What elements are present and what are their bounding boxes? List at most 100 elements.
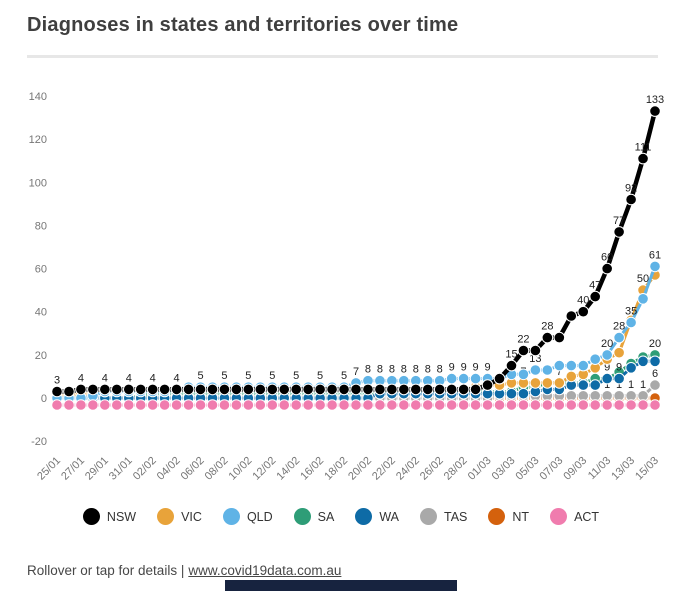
data-point-wa[interactable] [613, 372, 625, 385]
data-point-act[interactable] [374, 399, 386, 411]
data-point-act[interactable] [338, 399, 350, 411]
data-point-qld[interactable] [565, 359, 578, 372]
data-point-act[interactable] [99, 399, 111, 411]
data-point-nsw[interactable] [194, 383, 207, 396]
data-point-qld[interactable] [469, 372, 482, 385]
data-point-act[interactable] [493, 399, 506, 411]
data-point-nsw[interactable] [338, 383, 350, 396]
data-point-nsw[interactable] [290, 383, 303, 396]
data-point-nsw[interactable] [625, 193, 637, 206]
data-point-act[interactable] [398, 399, 410, 411]
data-point-nsw[interactable] [398, 383, 410, 396]
legend-item-wa[interactable]: WA [355, 508, 399, 525]
data-point-vic[interactable] [553, 377, 566, 389]
legend-item-sa[interactable]: SA [293, 508, 334, 525]
data-point-nsw[interactable] [589, 290, 602, 303]
data-point-act[interactable] [601, 399, 613, 411]
data-point-act[interactable] [63, 399, 75, 411]
data-point-act[interactable] [517, 399, 530, 411]
data-point-act[interactable] [457, 399, 470, 411]
data-point-act[interactable] [410, 399, 422, 411]
data-point-act[interactable] [170, 399, 183, 411]
data-point-act[interactable] [51, 399, 63, 411]
data-point-qld[interactable] [553, 359, 566, 372]
data-point-nsw[interactable] [493, 372, 506, 385]
data-point-qld[interactable] [589, 353, 602, 366]
data-point-nsw[interactable] [577, 305, 590, 318]
data-point-nsw[interactable] [457, 383, 470, 396]
data-point-vic[interactable] [541, 377, 554, 389]
data-point-act[interactable] [649, 399, 661, 411]
data-point-nsw[interactable] [505, 359, 518, 372]
data-point-act[interactable] [637, 399, 649, 411]
data-point-act[interactable] [326, 399, 338, 411]
data-point-wa[interactable] [625, 362, 637, 374]
data-point-nsw[interactable] [410, 383, 422, 396]
data-point-act[interactable] [290, 399, 303, 411]
data-point-wa[interactable] [601, 372, 613, 385]
data-point-nsw[interactable] [314, 383, 326, 396]
data-point-act[interactable] [242, 399, 255, 411]
data-point-nsw[interactable] [75, 383, 87, 396]
data-point-nsw[interactable] [170, 383, 183, 396]
data-point-act[interactable] [87, 399, 99, 411]
data-point-act[interactable] [75, 399, 87, 411]
data-point-act[interactable] [350, 399, 362, 411]
data-point-nsw[interactable] [350, 383, 362, 396]
data-point-nsw[interactable] [87, 383, 99, 396]
data-point-act[interactable] [158, 399, 171, 411]
data-point-act[interactable] [613, 399, 625, 411]
data-point-nsw[interactable] [158, 383, 171, 396]
data-point-act[interactable] [194, 399, 207, 411]
data-point-act[interactable] [266, 399, 279, 411]
data-point-qld[interactable] [613, 331, 625, 344]
data-point-tas[interactable] [649, 379, 661, 391]
data-point-nsw[interactable] [469, 383, 482, 396]
data-point-nsw[interactable] [218, 383, 231, 396]
data-point-act[interactable] [541, 399, 554, 411]
data-point-nsw[interactable] [51, 385, 63, 398]
data-point-qld[interactable] [649, 260, 661, 273]
data-point-nsw[interactable] [374, 383, 386, 396]
data-point-vic[interactable] [565, 370, 578, 383]
data-point-act[interactable] [386, 399, 398, 411]
data-point-wa[interactable] [637, 355, 649, 368]
data-point-nsw[interactable] [146, 383, 159, 396]
data-point-act[interactable] [469, 399, 482, 411]
legend-item-act[interactable]: ACT [550, 508, 599, 525]
data-point-act[interactable] [553, 399, 566, 411]
data-point-nsw[interactable] [386, 383, 398, 396]
data-point-act[interactable] [111, 399, 123, 411]
data-point-act[interactable] [230, 399, 243, 411]
data-point-qld[interactable] [577, 359, 590, 372]
data-point-qld[interactable] [529, 364, 542, 376]
data-point-nsw[interactable] [63, 385, 75, 398]
data-point-act[interactable] [625, 399, 637, 411]
data-point-nsw[interactable] [182, 383, 195, 396]
data-point-nsw[interactable] [637, 152, 649, 165]
legend-item-nt[interactable]: NT [488, 508, 529, 525]
data-point-act[interactable] [421, 399, 434, 411]
data-point-act[interactable] [206, 399, 219, 411]
data-point-act[interactable] [589, 399, 602, 411]
data-point-nsw[interactable] [326, 383, 338, 396]
data-point-act[interactable] [565, 399, 578, 411]
legend-item-nsw[interactable]: NSW [82, 508, 136, 525]
data-point-qld[interactable] [625, 316, 637, 329]
data-point-qld[interactable] [601, 349, 613, 361]
data-point-qld[interactable] [517, 368, 530, 381]
data-point-nsw[interactable] [553, 331, 566, 344]
data-point-act[interactable] [577, 399, 590, 411]
data-point-act[interactable] [302, 399, 314, 411]
data-point-wa[interactable] [577, 379, 590, 391]
data-point-act[interactable] [122, 399, 135, 411]
data-point-qld[interactable] [445, 372, 458, 385]
data-point-nsw[interactable] [111, 383, 123, 396]
data-point-nsw[interactable] [242, 383, 255, 396]
data-point-act[interactable] [314, 399, 326, 411]
data-point-act[interactable] [529, 399, 542, 411]
data-point-nsw[interactable] [99, 383, 111, 396]
data-point-vic[interactable] [613, 346, 625, 359]
data-point-nsw[interactable] [122, 383, 135, 396]
